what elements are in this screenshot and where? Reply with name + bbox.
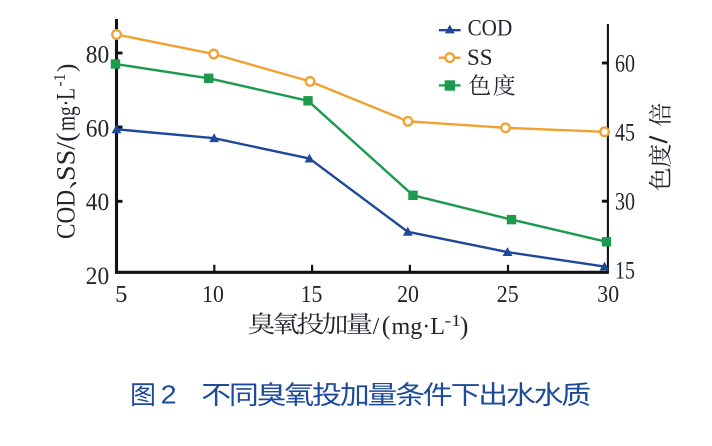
svg-text:SS: SS [467, 45, 493, 70]
svg-text:): ) [53, 64, 80, 72]
svg-text:10: 10 [202, 281, 224, 308]
svg-text:(: ( [382, 311, 391, 340]
svg-text:5: 5 [115, 281, 127, 308]
svg-text:45: 45 [615, 120, 635, 147]
svg-text:-1: -1 [445, 311, 462, 330]
svg-text:30: 30 [597, 281, 619, 308]
svg-text:/: / [373, 314, 380, 340]
svg-text:60: 60 [86, 115, 109, 142]
svg-text:20: 20 [86, 263, 109, 290]
svg-text:20: 20 [397, 281, 419, 308]
svg-text:mg·L: mg·L [392, 314, 446, 340]
svg-text:): ) [460, 312, 469, 341]
svg-text:30: 30 [615, 189, 635, 216]
svg-text:COD: COD [51, 190, 80, 239]
svg-text:15: 15 [615, 258, 635, 285]
svg-text:mg·L: mg·L [51, 88, 80, 131]
svg-text:COD: COD [468, 15, 513, 40]
svg-text:60: 60 [615, 51, 635, 78]
svg-text:2: 2 [161, 380, 177, 410]
svg-text:-1: -1 [50, 74, 69, 87]
svg-text:SS/(: SS/( [51, 133, 80, 182]
svg-text:80: 80 [86, 42, 109, 69]
svg-text:15: 15 [301, 281, 323, 308]
svg-text:40: 40 [86, 189, 109, 216]
svg-text:25: 25 [497, 281, 519, 308]
